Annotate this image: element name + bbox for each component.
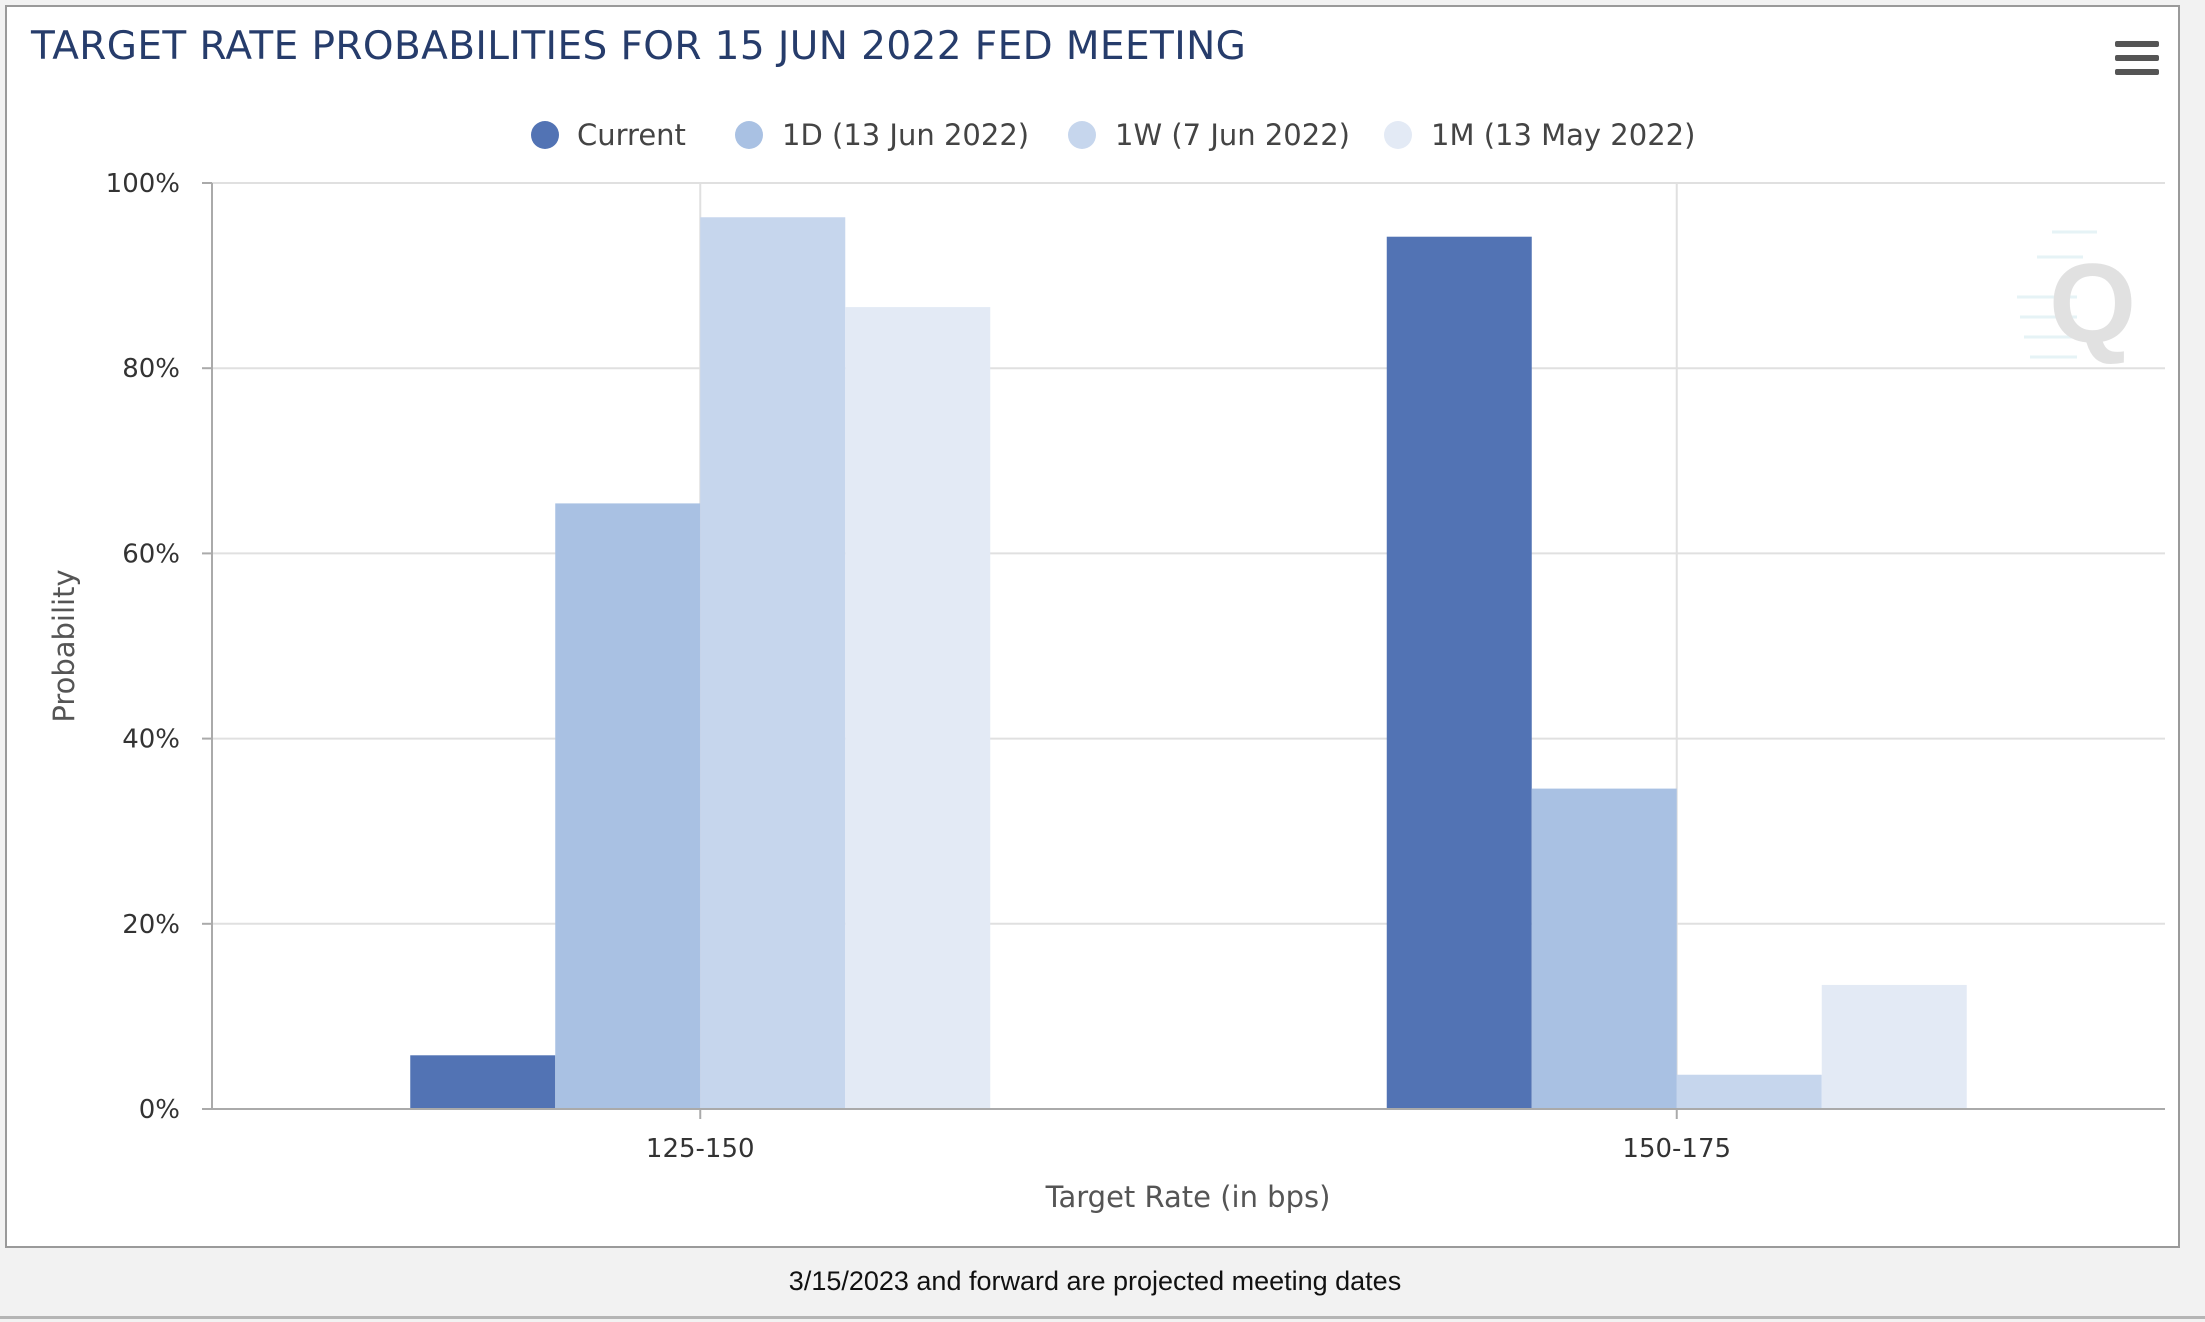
y-tick-label: 80% [122,354,180,384]
hamburger-menu-icon [2115,41,2159,75]
bar-1d-125-150[interactable] [555,503,701,1109]
bottom-divider [0,1316,2205,1319]
legend-item-current[interactable]: Current [531,118,686,152]
legend-label-1m: 1M (13 May 2022) [1431,118,1695,152]
watermark-letter: Q [2049,241,2136,366]
x-axis-title: Target Rate (in bps) [1045,1180,1331,1214]
y-tick-label: 0% [139,1095,180,1125]
bar-1m-150-175[interactable] [1821,984,1967,1109]
legend-label-1d: 1D (13 Jun 2022) [782,118,1029,152]
y-tick-label: 100% [106,169,180,199]
bar-1w-125-150[interactable] [700,217,846,1110]
tick-labels: 0% 20% 40% 60% 80% 100% 125-150 150-175 [106,169,1731,1164]
legend-label-1w: 1W (7 Jun 2022) [1115,118,1350,152]
y-tick-label: 20% [122,910,180,940]
legend: Current 1D (13 Jun 2022) 1W (7 Jun 2022)… [531,118,1695,152]
chart-title: TARGET RATE PROBABILITIES FOR 15 JUN 202… [30,24,1246,69]
chart-container: TARGET RATE PROBABILITIES FOR 15 JUN 202… [5,5,2180,1248]
y-tick-label: 60% [122,539,180,569]
legend-marker-1m [1384,121,1412,149]
q-logo-icon: Q [2017,230,2136,366]
y-axis-title: Probability [47,569,81,722]
legend-marker-1w [1068,121,1096,149]
legend-label-current: Current [577,118,686,152]
legend-marker-1d [735,121,763,149]
legend-item-1d[interactable]: 1D (13 Jun 2022) [735,118,1029,152]
legend-item-1m[interactable]: 1M (13 May 2022) [1384,118,1695,152]
legend-marker-current [531,121,559,149]
bar-current-150-175[interactable] [1386,236,1532,1109]
bar-1m-125-150[interactable] [845,307,991,1110]
bar-1w-150-175[interactable] [1676,1074,1822,1109]
x-tick-label: 150-175 [1622,1134,1731,1164]
gridlines [212,182,2165,1109]
bars [410,217,1967,1110]
menu-button[interactable] [2107,27,2167,77]
footer-note: 3/15/2023 and forward are projected meet… [788,1266,1402,1296]
legend-item-1w[interactable]: 1W (7 Jun 2022) [1068,118,1350,152]
bar-current-125-150[interactable] [410,1055,556,1109]
x-tick-label: 125-150 [646,1134,755,1164]
chart-svg: TARGET RATE PROBABILITIES FOR 15 JUN 202… [30,24,2167,1214]
y-tick-label: 40% [122,725,180,755]
bar-1d-150-175[interactable] [1531,788,1677,1109]
